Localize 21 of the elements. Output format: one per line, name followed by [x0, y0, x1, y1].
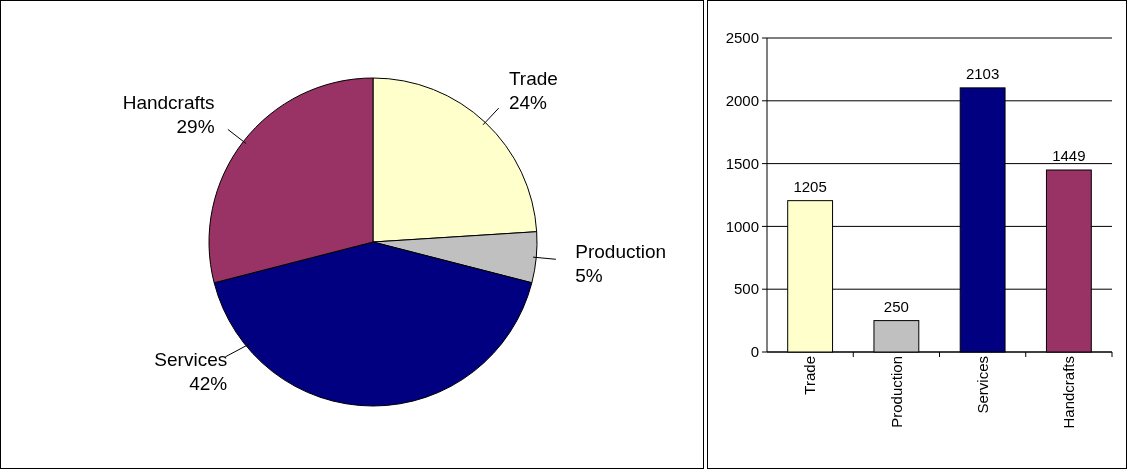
slice-label: Production [575, 240, 667, 262]
y-tick-label: 2000 [725, 92, 759, 110]
y-tick-label: 1000 [725, 217, 759, 235]
data-label: 24% [508, 91, 548, 113]
y-tick-label: 500 [733, 280, 759, 298]
y-tick-label: 1500 [725, 154, 759, 172]
data-label: 250 [883, 297, 909, 315]
x-tick-label: Production [887, 356, 905, 428]
x-tick-label: Handcrafts [1060, 356, 1078, 429]
data-label: 2103 [965, 64, 1000, 82]
slice-label: Handcrafts [122, 92, 215, 114]
x-tick-label: Services [973, 356, 991, 414]
y-tick-label: 0 [750, 343, 759, 361]
x-tick-label: Trade [801, 356, 819, 395]
data-label: 1205 [793, 177, 827, 195]
data-label: 1449 [1052, 147, 1086, 165]
data-label: 42% [189, 372, 228, 394]
y-tick-label: 2500 [725, 29, 759, 47]
slice-label: Trade [508, 67, 558, 89]
data-label: 29% [176, 116, 215, 138]
data-label: 5% [575, 264, 603, 286]
